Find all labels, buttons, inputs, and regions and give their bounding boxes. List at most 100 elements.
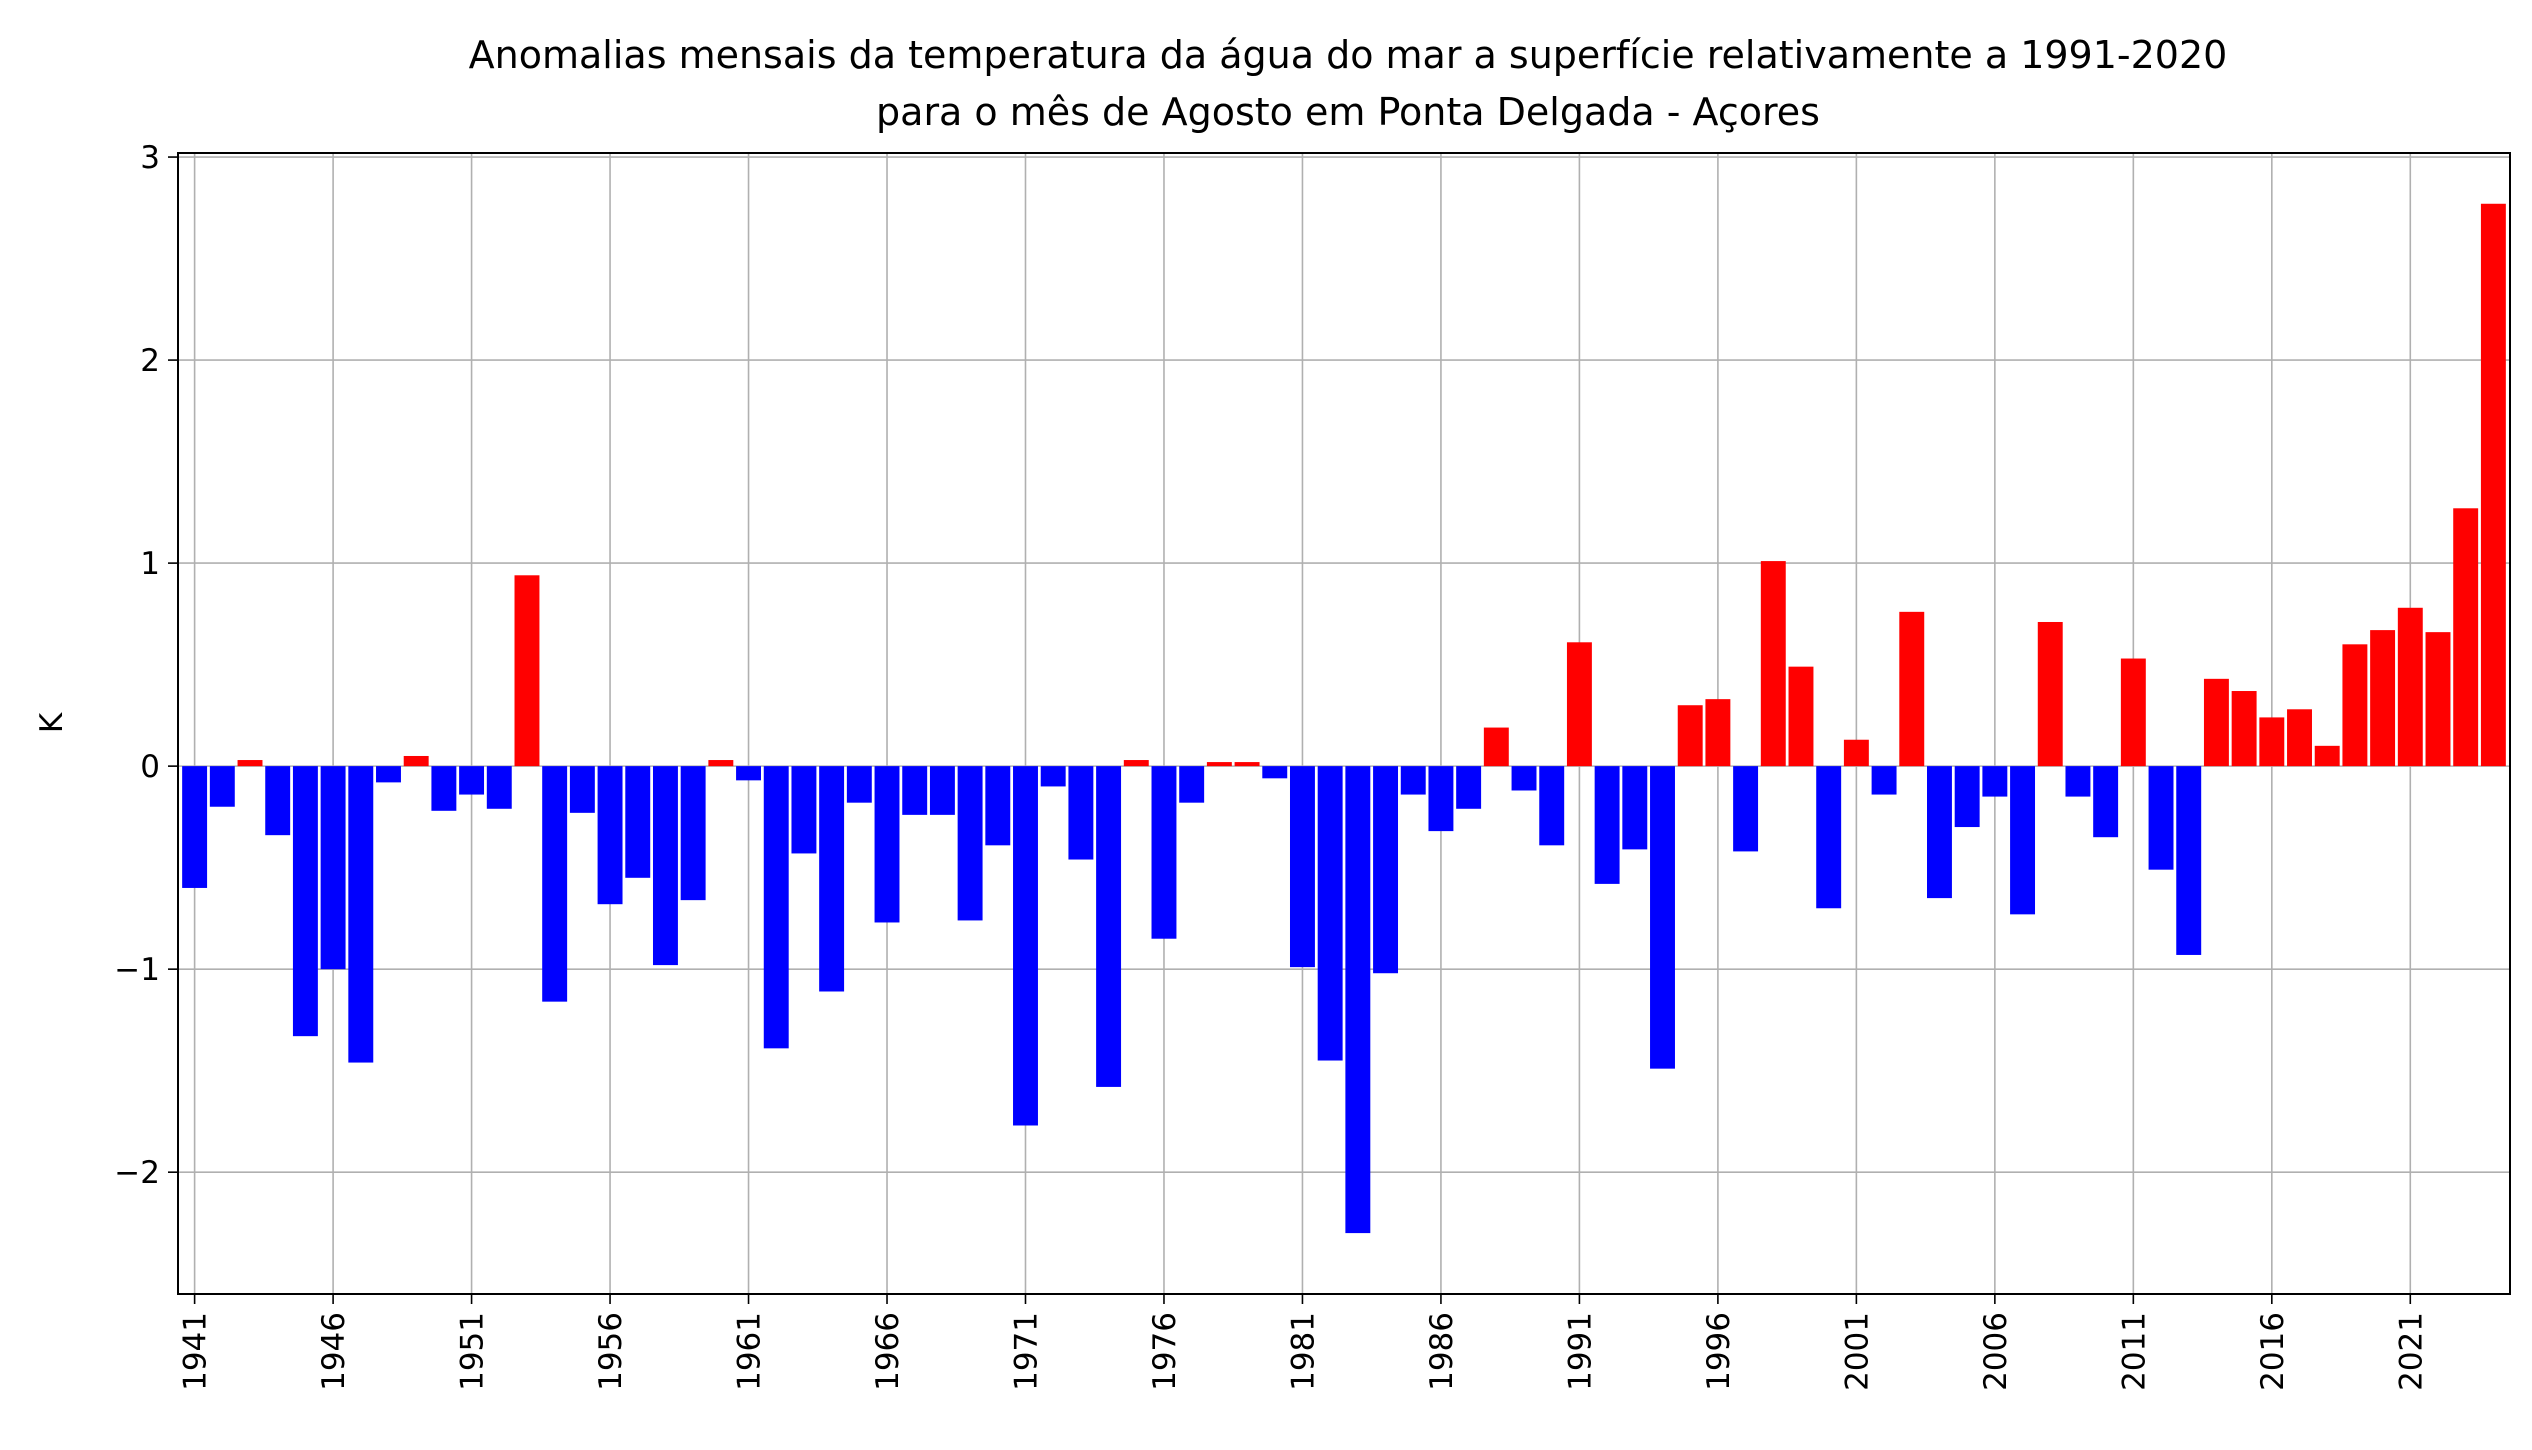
x-tick-label: 1951: [455, 1312, 491, 1391]
axis-ticks: 1941 1946 1951 1956 1961 1966 1971 1976 1981 1986…: [114, 140, 2429, 1391]
bar-2005: [1954, 766, 1980, 828]
bar-2008: [2037, 621, 2063, 767]
bar-2000: [1816, 766, 1842, 909]
bars: [182, 203, 2506, 1234]
x-tick-label: 2001: [1839, 1312, 1875, 1391]
bar-1962: [763, 766, 789, 1049]
bar-2011: [2120, 658, 2146, 767]
bar-1950: [431, 766, 457, 811]
bar-1946: [320, 766, 346, 970]
bar-1970: [985, 766, 1011, 846]
bar-1967: [902, 766, 928, 815]
bar-1947: [348, 766, 374, 1063]
bar-1982: [1317, 766, 1343, 1061]
bar-1957: [625, 766, 651, 878]
bar-1955: [569, 766, 595, 813]
x-tick-label: 1966: [870, 1312, 906, 1391]
chart-subtitle: para o mês de Agosto em Ponta Delgada - …: [876, 90, 1820, 134]
plot-frame: [177, 152, 2511, 1295]
bar-1996: [1705, 699, 1731, 767]
bar-1968: [929, 766, 955, 815]
bar-1964: [819, 766, 845, 992]
bar-2003: [1899, 611, 1925, 767]
bar-2023: [2453, 508, 2479, 767]
bar-1951: [459, 766, 485, 795]
x-tick-label: 2011: [2116, 1312, 2152, 1391]
x-tick-label: 1961: [732, 1312, 768, 1391]
bar-1977: [1179, 766, 1205, 803]
bar-1993: [1622, 766, 1648, 850]
bar-2004: [1927, 766, 1952, 899]
bar-1942: [209, 766, 235, 807]
x-tick-label: 1956: [593, 1312, 629, 1391]
bar-1995: [1677, 705, 1703, 767]
bar-1958: [652, 766, 678, 966]
bar-1975: [1123, 760, 1149, 767]
bar-1998: [1760, 561, 1786, 767]
bar-1945: [292, 766, 318, 1037]
bar-1989: [1511, 766, 1537, 791]
bar-1985: [1400, 766, 1426, 795]
bar-1973: [1068, 766, 1094, 860]
bar-2009: [2065, 766, 2091, 797]
bar-1960: [708, 760, 734, 767]
y-tick-label: 2: [140, 343, 160, 379]
bar-1944: [265, 766, 291, 836]
bar-2016: [2259, 717, 2285, 767]
bar-2010: [2093, 766, 2119, 838]
bar-1954: [542, 766, 568, 1002]
y-axis-label: K: [34, 712, 70, 733]
bar-1978: [1206, 762, 1232, 767]
x-tick-label: 2016: [2255, 1312, 2291, 1391]
y-tick-label: 1: [140, 546, 160, 582]
bar-1980: [1262, 766, 1288, 779]
bar-1963: [791, 766, 817, 854]
bar-2001: [1843, 739, 1869, 767]
x-tick-label: 2006: [1978, 1312, 2014, 1391]
bar-2002: [1871, 766, 1897, 795]
bar-1979: [1234, 762, 1260, 767]
x-tick-label: 1941: [178, 1312, 214, 1391]
bar-2019: [2342, 644, 2368, 767]
bar-2014: [2203, 678, 2229, 767]
bar-1972: [1040, 766, 1066, 787]
bar-2018: [2314, 745, 2340, 767]
bar-2007: [2010, 766, 2036, 915]
bar-1961: [736, 766, 761, 781]
bar-1994: [1650, 766, 1675, 1069]
bar-1983: [1345, 766, 1371, 1234]
y-tick-label: −2: [114, 1155, 160, 1191]
bar-2015: [2231, 691, 2257, 767]
bar-1974: [1096, 766, 1122, 1087]
bar-1997: [1733, 766, 1759, 852]
bar-2006: [1982, 766, 2008, 797]
bar-1988: [1483, 727, 1509, 767]
bar-1971: [1013, 766, 1038, 1126]
bar-1991: [1566, 642, 1592, 767]
bar-1949: [403, 755, 429, 767]
bar-1999: [1788, 666, 1814, 767]
x-tick-label: 1946: [316, 1312, 352, 1391]
bar-1976: [1151, 766, 1177, 939]
x-tick-label: 1991: [1562, 1312, 1598, 1391]
bar-2024: [2480, 203, 2506, 767]
bar-2017: [2287, 709, 2312, 767]
bar-2020: [2370, 630, 2396, 767]
bar-2021: [2397, 607, 2423, 767]
bar-1984: [1373, 766, 1399, 974]
bar-1969: [957, 766, 983, 921]
x-tick-label: 1986: [1424, 1312, 1460, 1391]
y-tick-label: 3: [140, 140, 160, 176]
x-tick-label: 1971: [1008, 1312, 1044, 1391]
bar-1959: [680, 766, 706, 901]
bar-1948: [376, 766, 401, 783]
chart-title: Anomalias mensais da temperatura da água…: [469, 33, 2228, 77]
x-tick-label: 1996: [1701, 1312, 1737, 1391]
x-tick-label: 1981: [1285, 1312, 1321, 1391]
grid-lines: [178, 153, 2510, 1294]
bar-1981: [1289, 766, 1315, 968]
bar-2022: [2425, 632, 2451, 767]
y-tick-label: −1: [114, 952, 160, 988]
y-tick-label: 0: [140, 749, 160, 785]
